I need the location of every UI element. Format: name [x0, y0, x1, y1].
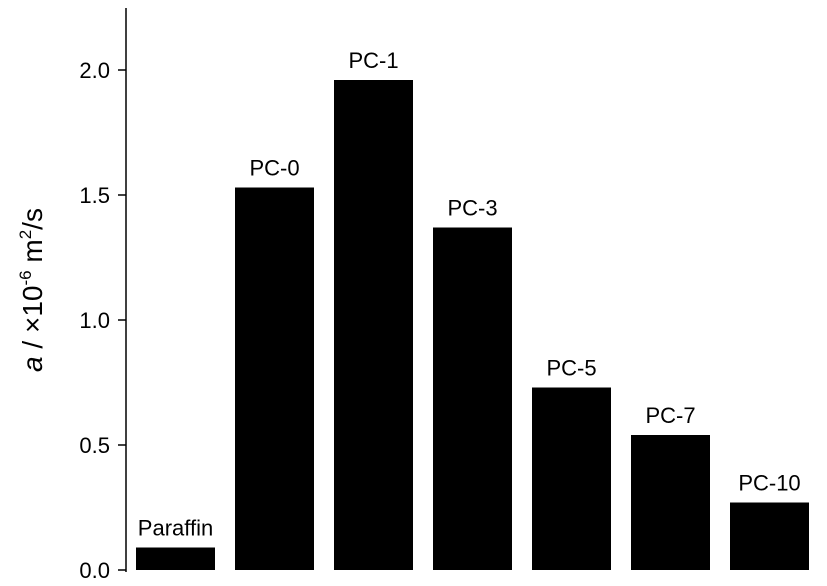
bar-label-pc-1: PC-1 — [348, 48, 398, 73]
y-axis-label-exponent: -6 — [16, 270, 35, 285]
y-tick-label: 1.5 — [79, 183, 110, 208]
y-axis-label-unit-suffix: /s — [17, 208, 48, 230]
y-axis-label-separator: / — [17, 333, 48, 356]
bars-layer — [136, 80, 809, 570]
bar-label-paraffin: Paraffin — [138, 516, 213, 541]
y-axis-label-unit-prefix: m — [17, 239, 48, 270]
y-tick-label: 2.0 — [79, 58, 110, 83]
bar-pc-0 — [235, 187, 314, 570]
y-ticks-layer: 0.0 0.5 1.0 1.5 2.0 — [79, 58, 126, 583]
bar-pc-1 — [334, 80, 413, 570]
bar-pc-7 — [631, 435, 710, 570]
y-axis-label-multiply: × — [17, 317, 48, 333]
bar-label-pc-7: PC-7 — [645, 403, 695, 428]
y-tick-label: 1.0 — [79, 308, 110, 333]
y-axis-label-symbol: a — [17, 356, 48, 372]
y-axis-label-unit-exponent: 2 — [16, 230, 35, 239]
bar-paraffin — [136, 547, 215, 570]
bar-label-pc-10: PC-10 — [738, 471, 800, 496]
bar-pc-5 — [532, 387, 611, 570]
bar-label-pc-5: PC-5 — [546, 356, 596, 381]
bar-pc-3 — [433, 227, 512, 570]
bar-label-pc-0: PC-0 — [249, 156, 299, 181]
y-axis-label-base: 10 — [17, 286, 48, 317]
bar-pc-10 — [730, 502, 809, 570]
bar-labels-layer: Paraffin PC-0 PC-1 PC-3 PC-5 PC-7 PC-10 — [138, 48, 801, 541]
y-tick-label: 0.0 — [79, 558, 110, 583]
y-tick-label: 0.5 — [79, 433, 110, 458]
y-axis-label: a / ×10-6 m2/s — [16, 208, 48, 372]
bar-label-pc-3: PC-3 — [447, 196, 497, 221]
